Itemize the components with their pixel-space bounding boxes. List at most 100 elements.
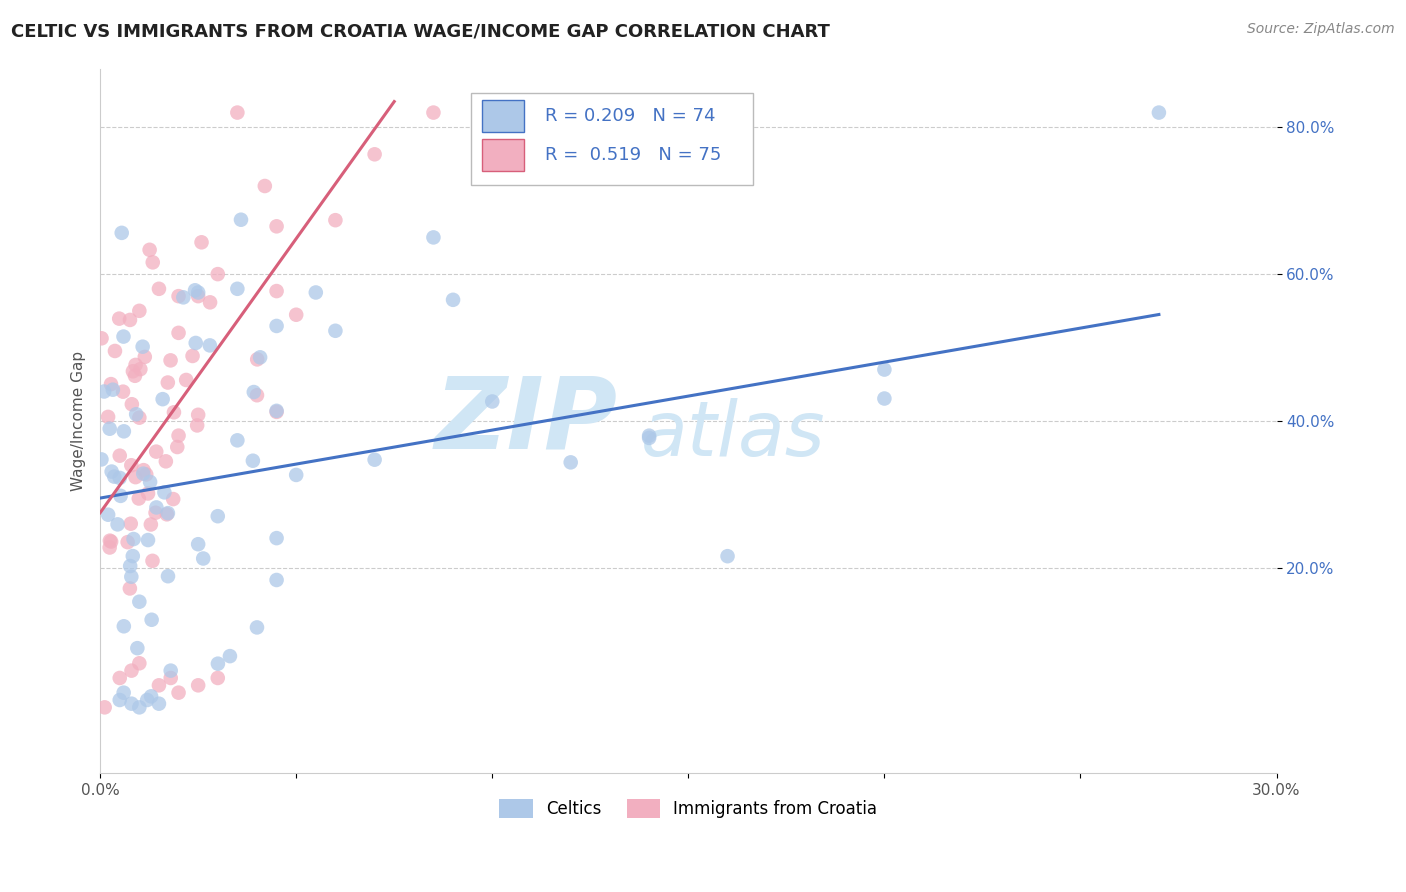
- Immigrants from Croatia: [128, 657, 150, 671]
- Celtics: [638, 431, 661, 445]
- Celtics: [266, 404, 288, 418]
- Immigrants from Croatia: [186, 418, 208, 433]
- Celtics: [184, 283, 207, 297]
- Celtics: [153, 485, 176, 500]
- Celtics: [638, 428, 661, 442]
- Immigrants from Croatia: [135, 467, 157, 482]
- Celtics: [128, 700, 150, 714]
- Immigrants from Croatia: [98, 533, 121, 548]
- Celtics: [207, 509, 229, 524]
- Immigrants from Croatia: [174, 373, 197, 387]
- Celtics: [132, 467, 155, 481]
- Celtics: [112, 329, 135, 343]
- Immigrants from Croatia: [167, 326, 190, 340]
- Immigrants from Croatia: [363, 147, 385, 161]
- Immigrants from Croatia: [108, 671, 131, 685]
- Celtics: [108, 693, 131, 707]
- Celtics: [100, 465, 122, 479]
- Immigrants from Croatia: [138, 243, 160, 257]
- Celtics: [422, 230, 444, 244]
- Immigrants from Croatia: [128, 303, 150, 318]
- Celtics: [139, 475, 162, 489]
- Celtics: [363, 452, 385, 467]
- Immigrants from Croatia: [129, 362, 152, 376]
- Celtics: [266, 531, 288, 545]
- Celtics: [285, 467, 308, 482]
- Celtics: [184, 335, 207, 350]
- Text: R =  0.519   N = 75: R = 0.519 N = 75: [544, 145, 721, 163]
- Immigrants from Croatia: [156, 508, 179, 522]
- Immigrants from Croatia: [187, 678, 209, 692]
- Text: R = 0.209   N = 74: R = 0.209 N = 74: [544, 107, 716, 125]
- Text: ZIP: ZIP: [434, 373, 617, 469]
- Celtics: [97, 508, 120, 522]
- Immigrants from Croatia: [187, 289, 209, 303]
- Immigrants from Croatia: [167, 428, 190, 442]
- Immigrants from Croatia: [253, 179, 276, 194]
- Celtics: [141, 613, 163, 627]
- Immigrants from Croatia: [117, 535, 139, 549]
- Celtics: [172, 290, 194, 304]
- Celtics: [873, 392, 896, 406]
- Bar: [482, 100, 523, 132]
- Immigrants from Croatia: [190, 235, 212, 250]
- Text: Source: ZipAtlas.com: Source: ZipAtlas.com: [1247, 22, 1395, 37]
- Celtics: [156, 569, 179, 583]
- Celtics: [128, 595, 150, 609]
- Celtics: [1147, 105, 1170, 120]
- Immigrants from Croatia: [166, 440, 188, 454]
- Immigrants from Croatia: [181, 349, 204, 363]
- Celtics: [873, 362, 896, 376]
- Celtics: [125, 407, 148, 421]
- Celtics: [226, 282, 249, 296]
- Immigrants from Croatia: [90, 331, 112, 345]
- Immigrants from Croatia: [167, 289, 190, 303]
- Immigrants from Croatia: [159, 671, 181, 685]
- Celtics: [98, 422, 121, 436]
- Celtics: [243, 385, 266, 400]
- Immigrants from Croatia: [156, 376, 179, 390]
- Celtics: [136, 533, 159, 547]
- Immigrants from Croatia: [108, 311, 131, 326]
- Celtics: [131, 340, 153, 354]
- Immigrants from Croatia: [112, 384, 135, 399]
- Immigrants from Croatia: [266, 284, 288, 298]
- Immigrants from Croatia: [187, 408, 209, 422]
- Immigrants from Croatia: [120, 516, 142, 531]
- Celtics: [111, 226, 134, 240]
- Celtics: [145, 500, 167, 515]
- Celtics: [112, 425, 135, 439]
- Immigrants from Croatia: [266, 405, 288, 419]
- Immigrants from Croatia: [481, 105, 503, 120]
- Immigrants from Croatia: [98, 541, 121, 555]
- Celtics: [112, 619, 135, 633]
- Celtics: [120, 559, 142, 574]
- Immigrants from Croatia: [100, 377, 122, 392]
- Celtics: [226, 434, 249, 448]
- Immigrants from Croatia: [246, 388, 269, 402]
- Immigrants from Croatia: [148, 678, 170, 692]
- Celtics: [207, 657, 229, 671]
- Celtics: [127, 641, 149, 656]
- Celtics: [266, 573, 288, 587]
- Celtics: [121, 549, 143, 563]
- Celtics: [152, 392, 174, 406]
- Text: CELTIC VS IMMIGRANTS FROM CROATIA WAGE/INCOME GAP CORRELATION CHART: CELTIC VS IMMIGRANTS FROM CROATIA WAGE/I…: [11, 22, 830, 40]
- Immigrants from Croatia: [422, 105, 444, 120]
- Immigrants from Croatia: [128, 410, 150, 425]
- Immigrants from Croatia: [124, 368, 146, 383]
- Immigrants from Croatia: [145, 444, 167, 458]
- Immigrants from Croatia: [104, 343, 127, 358]
- Immigrants from Croatia: [134, 350, 156, 364]
- Immigrants from Croatia: [108, 449, 131, 463]
- Celtics: [120, 570, 142, 584]
- Celtics: [198, 338, 221, 352]
- Celtics: [93, 384, 115, 399]
- Legend: Celtics, Immigrants from Croatia: Celtics, Immigrants from Croatia: [494, 792, 884, 825]
- Celtics: [101, 383, 124, 397]
- Immigrants from Croatia: [120, 458, 142, 473]
- Immigrants from Croatia: [121, 397, 143, 411]
- Celtics: [159, 664, 181, 678]
- Celtics: [121, 697, 143, 711]
- Celtics: [110, 489, 132, 503]
